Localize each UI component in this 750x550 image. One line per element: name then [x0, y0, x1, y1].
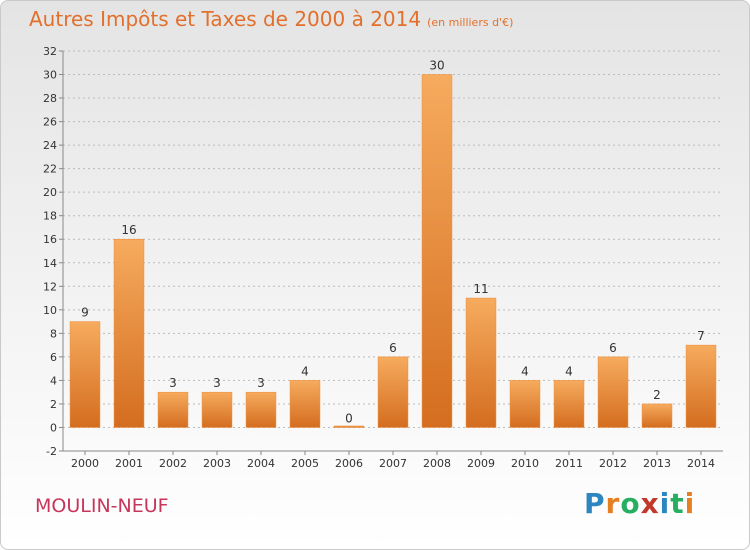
- title-unit: (en milliers d'€): [427, 16, 514, 29]
- y-tick-label: 22: [43, 163, 57, 176]
- bar: [289, 380, 321, 428]
- data-label: 3: [213, 376, 221, 390]
- x-tick-label: 2001: [115, 457, 143, 470]
- y-tick-label: 12: [43, 280, 57, 293]
- x-tick-label: 2007: [379, 457, 407, 470]
- logo-letter: r: [605, 487, 621, 520]
- bar: [157, 391, 189, 428]
- y-tick-label: 20: [43, 186, 57, 199]
- bar: [465, 297, 497, 428]
- bar: [201, 391, 233, 428]
- logo-letter: x: [640, 487, 660, 520]
- bar: [421, 74, 453, 428]
- logo-letter: i: [684, 487, 696, 520]
- bar: [245, 391, 277, 428]
- x-tick-label: 2009: [467, 457, 495, 470]
- bar: [113, 238, 145, 428]
- data-label: 4: [565, 364, 573, 378]
- y-tick-label: 30: [43, 69, 57, 82]
- data-label: 30: [429, 59, 444, 73]
- x-tick-label: 2005: [291, 457, 319, 470]
- x-tick-label: 2011: [555, 457, 583, 470]
- data-label: 4: [301, 364, 309, 378]
- x-tick-label: 2000: [71, 457, 99, 470]
- bar: [685, 344, 717, 428]
- y-tick-label: 2: [50, 398, 57, 411]
- bar: [509, 380, 541, 428]
- data-label: 3: [257, 376, 265, 390]
- logo-letter: i: [659, 487, 671, 520]
- proxiti-logo[interactable]: Proxiti: [584, 487, 695, 520]
- chart-title: Autres Impôts et Taxes de 2000 à 2014 (en…: [29, 7, 513, 31]
- data-label: 6: [609, 341, 617, 355]
- y-tick-label: 14: [43, 257, 57, 270]
- x-tick-labels: 2000 2001 2002 2003 2004 2005 2006 2007 2008 2009…: [71, 457, 715, 470]
- logo-letter: o: [620, 487, 641, 520]
- x-tick-label: 2006: [335, 457, 363, 470]
- data-label: 7: [697, 329, 705, 343]
- x-tick-label: 2004: [247, 457, 275, 470]
- bar: [553, 380, 585, 428]
- bar: [69, 321, 101, 428]
- x-tick-label: 2014: [687, 457, 715, 470]
- y-tick-label: 28: [43, 92, 57, 105]
- data-label: 6: [389, 341, 397, 355]
- x-tick-label: 2002: [159, 457, 187, 470]
- y-tick-label: -2: [46, 445, 57, 458]
- y-tick-label: 6: [50, 351, 57, 364]
- x-tick-label: 2012: [599, 457, 627, 470]
- bar: [597, 356, 629, 428]
- data-label: 2: [653, 388, 661, 402]
- bar: [333, 425, 365, 428]
- y-tick-label: 24: [43, 139, 57, 152]
- x-tick-label: 2013: [643, 457, 671, 470]
- data-label: 9: [81, 306, 89, 320]
- commune-name: MOULIN-NEUF: [35, 495, 169, 517]
- data-label: 3: [169, 376, 177, 390]
- y-tick-label: 18: [43, 210, 57, 223]
- y-tick-label: 10: [43, 304, 57, 317]
- x-tick-label: 2008: [423, 457, 451, 470]
- title-text: Autres Impôts et Taxes de 2000 à 2014: [29, 7, 422, 31]
- x-tick-label: 2010: [511, 457, 539, 470]
- y-tick-label: 16: [43, 233, 57, 246]
- data-label: 4: [521, 364, 529, 378]
- data-label: 0: [345, 411, 353, 425]
- y-tick-label: 4: [50, 374, 57, 387]
- logo-letter: P: [584, 487, 606, 520]
- y-tick-label: 0: [50, 421, 57, 434]
- logo-letter: t: [670, 487, 685, 520]
- data-label: 16: [121, 223, 136, 237]
- y-tick-label: 32: [43, 45, 57, 58]
- bars: [69, 74, 717, 428]
- data-labels: 9 16 3 3 3 4 0 6 30 11 4 4 6 2 7: [81, 59, 705, 426]
- x-tick-label: 2003: [203, 457, 231, 470]
- data-label: 11: [473, 282, 488, 296]
- axes: [59, 50, 723, 455]
- y-tick-label: 8: [50, 327, 57, 340]
- y-tick-label: 26: [43, 116, 57, 129]
- bar: [641, 403, 673, 428]
- bar: [377, 356, 409, 428]
